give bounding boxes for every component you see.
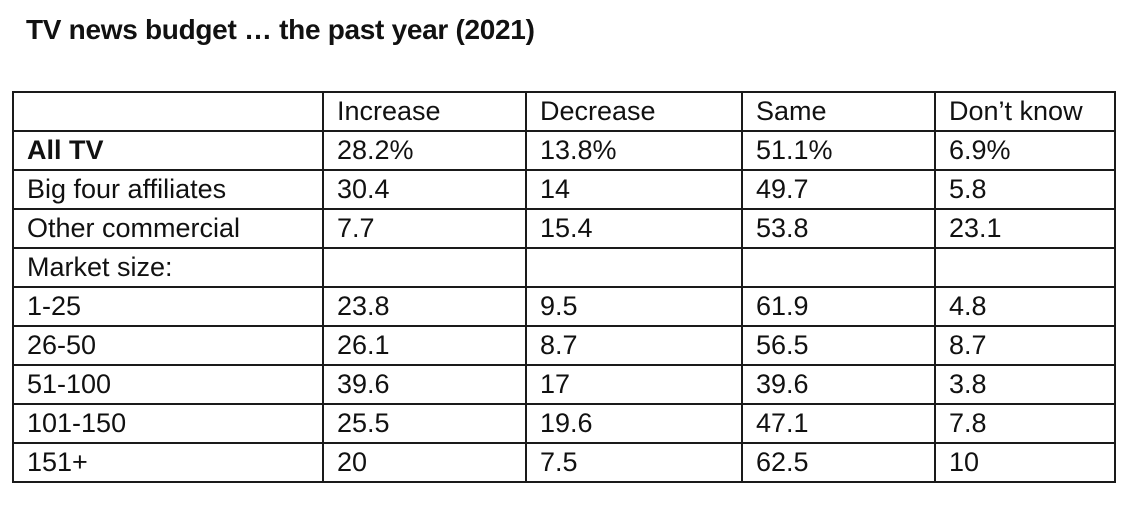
cell-increase — [322, 247, 527, 288]
cell-decrease: 15.4 — [525, 208, 743, 249]
cell-increase: 20 — [322, 442, 527, 483]
cell-same: 51.1% — [741, 130, 936, 171]
table-row: Market size: — [12, 247, 1116, 288]
cell-increase: 30.4 — [322, 169, 527, 210]
header-cell-increase: Increase — [322, 91, 527, 132]
table-row: 26-50 26.1 8.7 56.5 8.7 — [12, 325, 1116, 366]
cell-increase: 39.6 — [322, 364, 527, 405]
cell-same: 49.7 — [741, 169, 936, 210]
cell-increase: 28.2% — [322, 130, 527, 171]
cell-decrease: 17 — [525, 364, 743, 405]
cell-dont-know — [934, 247, 1116, 288]
table-row: Other commercial 7.7 15.4 53.8 23.1 — [12, 208, 1116, 249]
cell-dont-know: 8.7 — [934, 325, 1116, 366]
header-cell-decrease: Decrease — [525, 91, 743, 132]
cell-decrease — [525, 247, 743, 288]
cell-same: 47.1 — [741, 403, 936, 444]
table-row: All TV 28.2% 13.8% 51.1% 6.9% — [12, 130, 1116, 171]
row-label: 151+ — [12, 442, 324, 483]
header-cell-dont-know: Don’t know — [934, 91, 1116, 132]
cell-decrease: 19.6 — [525, 403, 743, 444]
header-cell-corner — [12, 91, 324, 132]
cell-same: 61.9 — [741, 286, 936, 327]
cell-decrease: 13.8% — [525, 130, 743, 171]
cell-decrease: 7.5 — [525, 442, 743, 483]
cell-dont-know: 5.8 — [934, 169, 1116, 210]
cell-same: 53.8 — [741, 208, 936, 249]
table-row: Big four affiliates 30.4 14 49.7 5.8 — [12, 169, 1116, 210]
header-row: Increase Decrease Same Don’t know — [12, 91, 1116, 132]
cell-dont-know: 23.1 — [934, 208, 1116, 249]
cell-dont-know: 7.8 — [934, 403, 1116, 444]
cell-increase: 7.7 — [322, 208, 527, 249]
header-cell-same: Same — [741, 91, 936, 132]
row-label: Market size: — [12, 247, 324, 288]
cell-same: 62.5 — [741, 442, 936, 483]
table-row: 51-100 39.6 17 39.6 3.8 — [12, 364, 1116, 405]
row-label: Big four affiliates — [12, 169, 324, 210]
cell-decrease: 9.5 — [525, 286, 743, 327]
cell-decrease: 14 — [525, 169, 743, 210]
cell-same: 39.6 — [741, 364, 936, 405]
row-label: 51-100 — [12, 364, 324, 405]
cell-dont-know: 6.9% — [934, 130, 1116, 171]
table-body: Increase Decrease Same Don’t know All TV… — [12, 91, 1116, 483]
cell-dont-know: 3.8 — [934, 364, 1116, 405]
cell-same — [741, 247, 936, 288]
budget-table: Increase Decrease Same Don’t know All TV… — [12, 91, 1116, 483]
cell-same: 56.5 — [741, 325, 936, 366]
cell-increase: 26.1 — [322, 325, 527, 366]
table-title: TV news budget … the past year (2021) — [26, 14, 535, 45]
table-row: 101-150 25.5 19.6 47.1 7.8 — [12, 403, 1116, 444]
row-label: 26-50 — [12, 325, 324, 366]
row-label: 1-25 — [12, 286, 324, 327]
cell-increase: 23.8 — [322, 286, 527, 327]
row-label: Other commercial — [12, 208, 324, 249]
table-row: 1-25 23.8 9.5 61.9 4.8 — [12, 286, 1116, 327]
row-label: 101-150 — [12, 403, 324, 444]
cell-increase: 25.5 — [322, 403, 527, 444]
cell-dont-know: 4.8 — [934, 286, 1116, 327]
row-label: All TV — [12, 130, 324, 171]
cell-decrease: 8.7 — [525, 325, 743, 366]
table-row: 151+ 20 7.5 62.5 10 — [12, 442, 1116, 483]
cell-dont-know: 10 — [934, 442, 1116, 483]
